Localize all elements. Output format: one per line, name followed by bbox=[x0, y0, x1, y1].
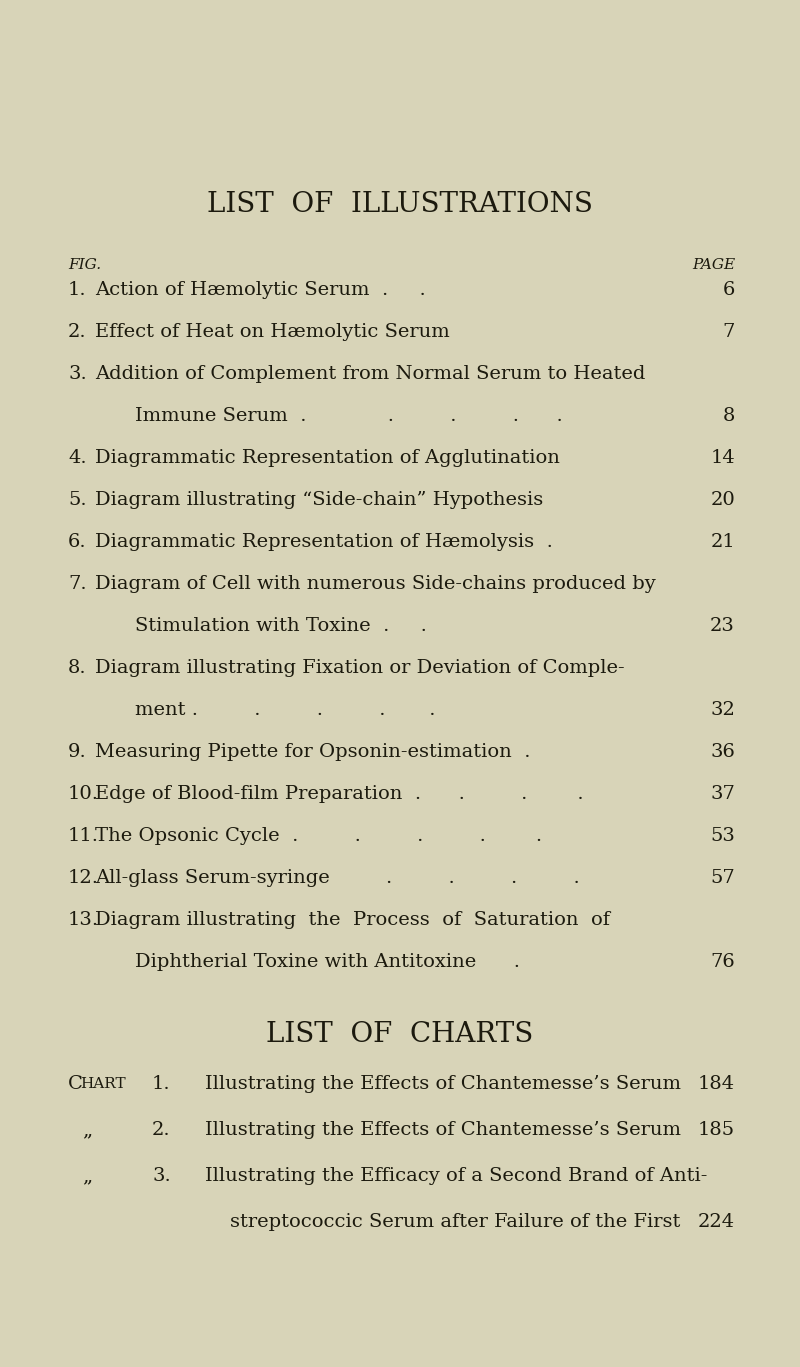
Text: Action of Hæmolytic Serum  .     .: Action of Hæmolytic Serum . . bbox=[95, 282, 426, 299]
Text: 224: 224 bbox=[698, 1213, 735, 1232]
Text: The Opsonic Cycle  .         .         .         .        .: The Opsonic Cycle . . . . . bbox=[95, 827, 542, 845]
Text: Addition of Complement from Normal Serum to Heated: Addition of Complement from Normal Serum… bbox=[95, 365, 646, 383]
Text: 2.: 2. bbox=[152, 1121, 170, 1139]
Text: Illustrating the Effects of Chantemesse’s Serum: Illustrating the Effects of Chantemesse’… bbox=[205, 1074, 681, 1094]
Text: ment .         .         .         .       .: ment . . . . . bbox=[135, 701, 435, 719]
Text: Diagram illustrating “Side-chain” Hypothesis: Diagram illustrating “Side-chain” Hypoth… bbox=[95, 491, 543, 509]
Text: 3.: 3. bbox=[68, 365, 86, 383]
Text: All-glass Serum-syringe         .         .         .         .: All-glass Serum-syringe . . . . bbox=[95, 869, 580, 887]
Text: „: „ bbox=[82, 1121, 92, 1139]
Text: 2.: 2. bbox=[68, 323, 86, 340]
Text: Edge of Blood-film Preparation  .      .         .        .: Edge of Blood-film Preparation . . . . bbox=[95, 785, 584, 802]
Text: Diagram illustrating Fixation or Deviation of Comple-: Diagram illustrating Fixation or Deviati… bbox=[95, 659, 625, 677]
Text: 3.: 3. bbox=[152, 1167, 170, 1185]
Text: Illustrating the Efficacy of a Second Brand of Anti-: Illustrating the Efficacy of a Second Br… bbox=[205, 1167, 707, 1185]
Text: Diphtherial Toxine with Antitoxine      .: Diphtherial Toxine with Antitoxine . bbox=[135, 953, 520, 971]
Text: Diagrammatic Representation of Agglutination: Diagrammatic Representation of Agglutina… bbox=[95, 448, 560, 468]
Text: 4.: 4. bbox=[68, 448, 86, 468]
Text: FIG.: FIG. bbox=[68, 258, 101, 272]
Text: „: „ bbox=[82, 1167, 92, 1185]
Text: Stimulation with Toxine  .     .: Stimulation with Toxine . . bbox=[135, 617, 427, 636]
Text: 32: 32 bbox=[710, 701, 735, 719]
Text: Illustrating the Effects of Chantemesse’s Serum: Illustrating the Effects of Chantemesse’… bbox=[205, 1121, 681, 1139]
Text: 6.: 6. bbox=[68, 533, 86, 551]
Text: 11.: 11. bbox=[68, 827, 99, 845]
Text: Measuring Pipette for Opsonin-estimation  .: Measuring Pipette for Opsonin-estimation… bbox=[95, 744, 530, 761]
Text: 185: 185 bbox=[698, 1121, 735, 1139]
Text: Effect of Heat on Hæmolytic Serum: Effect of Heat on Hæmolytic Serum bbox=[95, 323, 450, 340]
Text: 21: 21 bbox=[710, 533, 735, 551]
Text: Immune Serum  .             .         .         .      .: Immune Serum . . . . . bbox=[135, 407, 562, 425]
Text: 37: 37 bbox=[710, 785, 735, 802]
Text: 184: 184 bbox=[698, 1074, 735, 1094]
Text: 20: 20 bbox=[710, 491, 735, 509]
Text: 10.: 10. bbox=[68, 785, 99, 802]
Text: 53: 53 bbox=[710, 827, 735, 845]
Text: 23: 23 bbox=[710, 617, 735, 636]
Text: 1.: 1. bbox=[68, 282, 86, 299]
Text: PAGE: PAGE bbox=[692, 258, 735, 272]
Text: Diagram illustrating  the  Process  of  Saturation  of: Diagram illustrating the Process of Satu… bbox=[95, 910, 610, 930]
Text: 8: 8 bbox=[722, 407, 735, 425]
Text: C: C bbox=[68, 1074, 83, 1094]
Text: 6: 6 bbox=[722, 282, 735, 299]
Text: 9.: 9. bbox=[68, 744, 86, 761]
Text: Diagrammatic Representation of Hæmolysis  .: Diagrammatic Representation of Hæmolysis… bbox=[95, 533, 553, 551]
Text: 76: 76 bbox=[710, 953, 735, 971]
Text: streptococcic Serum after Failure of the First: streptococcic Serum after Failure of the… bbox=[230, 1213, 680, 1232]
Text: 14: 14 bbox=[710, 448, 735, 468]
Text: HART: HART bbox=[80, 1077, 126, 1091]
Text: 7: 7 bbox=[722, 323, 735, 340]
Text: 57: 57 bbox=[710, 869, 735, 887]
Text: LIST  OF  ILLUSTRATIONS: LIST OF ILLUSTRATIONS bbox=[207, 191, 593, 219]
Text: 1.: 1. bbox=[152, 1074, 170, 1094]
Text: 7.: 7. bbox=[68, 576, 86, 593]
Text: 12.: 12. bbox=[68, 869, 99, 887]
Text: Diagram of Cell with numerous Side-chains produced by: Diagram of Cell with numerous Side-chain… bbox=[95, 576, 656, 593]
Text: 5.: 5. bbox=[68, 491, 86, 509]
Text: 8.: 8. bbox=[68, 659, 86, 677]
Text: 13.: 13. bbox=[68, 910, 99, 930]
Text: 36: 36 bbox=[710, 744, 735, 761]
Text: LIST  OF  CHARTS: LIST OF CHARTS bbox=[266, 1021, 534, 1047]
